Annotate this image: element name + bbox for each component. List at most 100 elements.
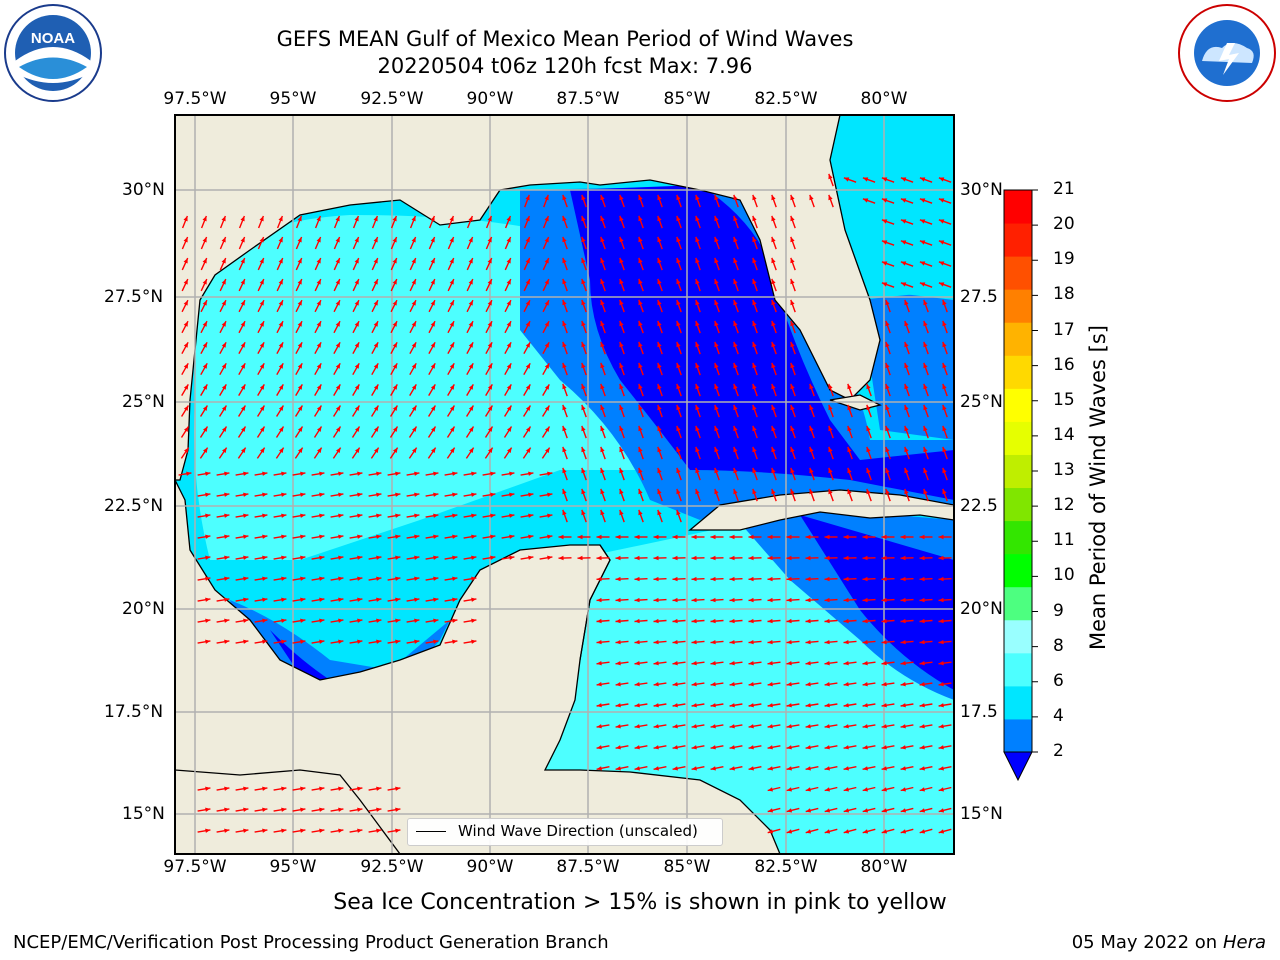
wave-arrow-head [525,194,530,201]
wave-arrow-head [885,383,890,390]
wave-arrow-head [767,829,774,834]
wave-arrow-head [843,640,849,645]
wave-arrow-head [809,404,814,411]
wave-arrow-head [923,425,928,432]
wave-arrow-head [300,639,306,644]
colorbar-bin [1004,190,1032,224]
wave-arrow-head [862,198,869,203]
wave-arrow-head [695,320,700,327]
wave-arrow-head [490,555,496,560]
wave-arrow-head [278,363,284,369]
wave-arrow-head [942,425,947,432]
lat-tick-left: 30°N [122,180,165,200]
wave-arrow-head [615,724,621,729]
wave-arrow-head [767,703,773,708]
wave-arrow-head [487,405,493,411]
wave-arrow-head [843,724,849,729]
wave-arrow-head [183,237,188,243]
colorbar-tick-label: 16 [1053,354,1075,375]
wave-arrow-head [562,320,567,327]
wave-arrow-head [354,384,360,390]
wave-arrow-head [881,198,888,203]
wave-arrow-head [904,362,909,369]
wave-arrow-head [862,640,868,645]
wave-arrow-head [900,219,907,224]
colorbar-extend-triangle [1003,751,1033,782]
colorbar-tick-label: 13 [1053,460,1075,480]
wave-arrow-head [449,237,454,243]
wave-arrow-head [938,766,944,771]
wave-arrow-head [262,597,268,602]
colorbar-tick-label: 20 [1053,214,1075,235]
wave-arrow-head [676,299,681,306]
wave-arrow-head [433,639,439,644]
wave-arrow-head [335,384,341,390]
eastern-gulf-dark [570,185,954,500]
wave-arrow-head [657,194,662,201]
wave-arrow-head [221,384,227,390]
wave-arrow-head [297,384,303,390]
wave-arrow-head [824,555,830,561]
lat-tick-left: 22.5°N [104,496,164,516]
wave-arrow-head [600,257,605,264]
wave-arrow-head [600,236,605,243]
wave-arrow-head [376,597,382,602]
wave-arrow-head [748,661,754,666]
wave-arrow-head [581,257,586,264]
wave-arrow-head [615,576,621,582]
wave-arrow-head [278,405,284,411]
wave-arrow-head [490,471,496,476]
wave-arrow-head [509,534,515,539]
wave-arrow-head [240,342,246,348]
wave-arrow-head [243,492,249,497]
wave-arrow-head [260,426,265,432]
wave-arrow-head [900,240,907,245]
wave-arrow-head [262,534,268,539]
wave-arrow-head [695,446,700,453]
cuba [688,489,954,531]
footer-date: 05 May 2022 on Hera [1072,932,1266,953]
wave-arrow-head [672,555,678,561]
wave-arrow-head [638,509,643,516]
wave-arrow-head [319,513,325,518]
wave-arrow-head [357,513,363,518]
wave-arrow-head [281,807,287,812]
wave-arrow-head [183,405,189,411]
footer-date-text: 05 May 2022 on [1071,932,1218,953]
wave-arrow-head [729,682,735,687]
wave-arrow-head [938,534,944,540]
wave-arrow-head [392,342,398,348]
wave-arrow-head [411,342,417,348]
wave-arrow-head [414,576,420,581]
wave-arrow-head [923,299,928,306]
wave-arrow-head [615,703,621,708]
wave-arrow-head [923,320,928,327]
wave-arrow-head [729,534,735,540]
wave-arrow-head [221,258,226,264]
wave-arrow-head [710,766,716,771]
wave-arrow-head [790,257,795,264]
wave-arrow-head [525,342,531,348]
wave-arrow-head [714,215,719,222]
wave-arrow-head [843,534,849,540]
wave-arrow-head [938,240,945,245]
noaa-logo: NOAA [4,4,102,102]
wave-arrow-head [809,488,814,495]
wave-arrow-head [452,492,458,497]
wave-arrow-head [202,384,208,390]
wave-arrow-head [805,640,811,645]
wave-arrow-head [695,299,700,306]
wave-arrow-head [615,766,621,771]
wave-arrow-head [619,404,624,411]
wave-arrow-head [319,597,325,602]
wave-arrow-head [260,447,265,453]
wave-arrow-head [205,828,211,833]
wave-arrow-head [710,576,716,582]
wave-arrow-head [392,300,397,306]
wave-arrow-head [653,745,659,750]
wave-arrow-head [281,576,287,581]
colorbar-bin [1004,652,1032,687]
wave-arrow-head [431,426,436,432]
wave-arrow-head [562,341,567,348]
wave-arrow-head [710,661,716,666]
